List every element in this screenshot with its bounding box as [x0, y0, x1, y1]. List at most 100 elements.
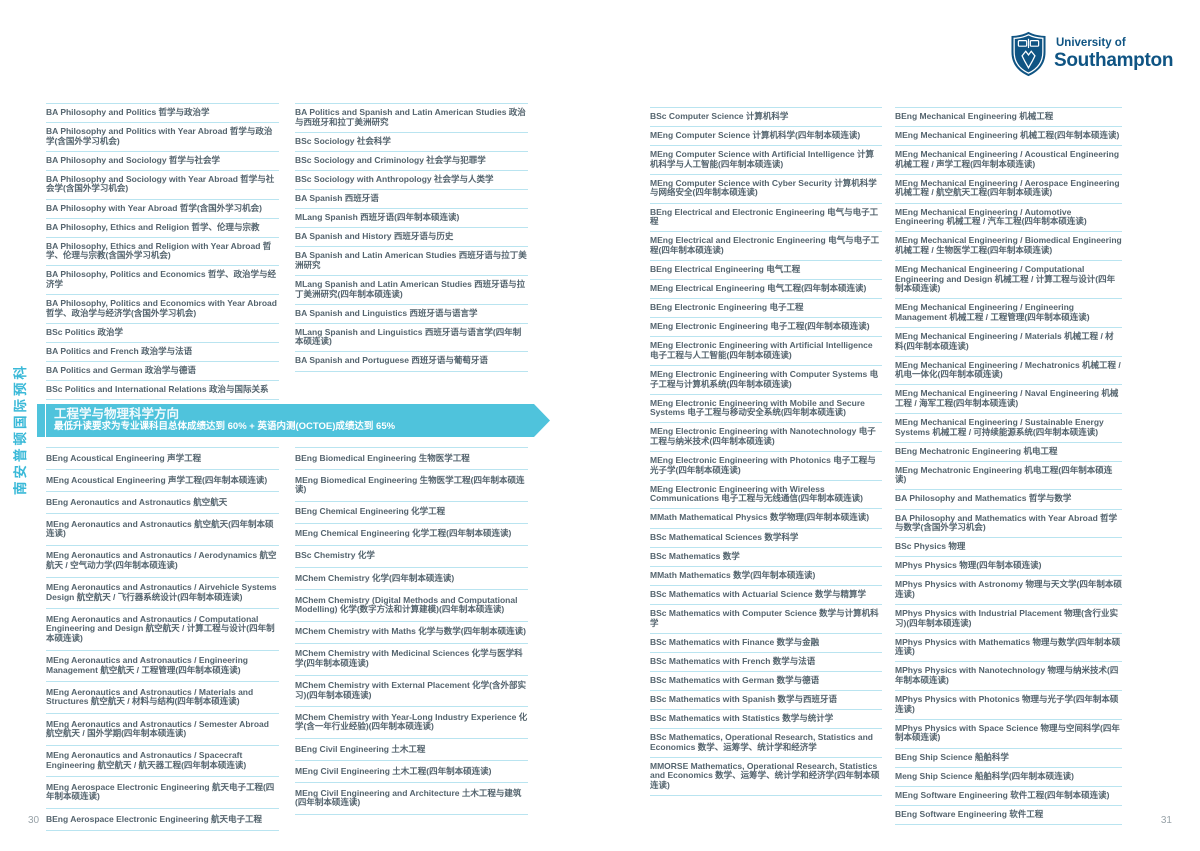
course-entry: BA Philosophy, Ethics and Religion with … — [46, 238, 279, 267]
course-entry: MLang Spanish and Latin American Studies… — [295, 276, 528, 305]
course-entry: Meng Ship Science 船舶科学(四年制本硕连读) — [895, 768, 1122, 787]
section-banner-subtitle: 最低升读要求为专业课科目总体成绩达到 60% + 英语内测(OCTOE)成绩达到… — [54, 421, 396, 432]
course-entry: MPhys Physics with Astronomy 物理与天文学(四年制本… — [895, 576, 1122, 606]
course-entry: MPhys Physics with Mathematics 物理与数学(四年制… — [895, 634, 1122, 663]
course-entry: MEng Software Engineering 软件工程(四年制本硕连读) — [895, 787, 1122, 806]
course-entry: BA Philosophy, Politics and Economics 哲学… — [46, 266, 279, 296]
course-entry: BEng Mechatronic Engineering 机电工程 — [895, 443, 1122, 462]
course-entry: BEng Software Engineering 软件工程 — [895, 806, 1122, 825]
course-entry: MEng Computer Science with Cyber Securit… — [650, 175, 882, 204]
course-entry: BA Spanish 西班牙语 — [295, 190, 528, 210]
course-entry: MEng Mechanical Engineering / Computatio… — [895, 261, 1122, 300]
course-entry: MChem Chemistry (Digital Methods and Com… — [295, 590, 528, 622]
course-entry: MEng Mechanical Engineering / Acoustical… — [895, 146, 1122, 175]
course-entry: MEng Aeronautics and Astronautics / Mate… — [46, 682, 279, 714]
course-entry: BA Politics and French 政治学与法语 — [46, 343, 279, 362]
course-column-humanities-2: BA Politics and Spanish and Latin Americ… — [295, 103, 528, 372]
course-entry: MEng Mechanical Engineering 机械工程(四年制本硕连读… — [895, 127, 1122, 147]
course-column-engineering-1: BEng Acoustical Engineering 声学工程 MEng Aco… — [46, 447, 279, 832]
course-entry: MPhys Physics with Space Science 物理与空间科学… — [895, 720, 1122, 749]
course-entry: BSc Mathematics with Computer Science 数学… — [650, 605, 882, 634]
course-entry: MChem Chemistry 化学(四年制本硕连读) — [295, 568, 528, 591]
course-entry: MEng Aerospace Electronic Engineering 航天… — [46, 777, 279, 810]
course-entry: MChem Chemistry with Maths 化学与数学(四年制本硕连读… — [295, 622, 528, 644]
course-entry: BSc Mathematics 数学 — [650, 548, 882, 567]
course-entry: MEng Electronic Engineering with Artific… — [650, 337, 882, 366]
course-entry: MEng Mechatronic Engineering 机电工程(四年制本硕连… — [895, 462, 1122, 491]
course-entry: BSc Mathematics with Finance 数学与金融 — [650, 634, 882, 653]
course-entry: BA Spanish and Latin American Studies 西班… — [295, 247, 528, 276]
course-entry: BSc Mathematics with French 数学与法语 — [650, 653, 882, 672]
course-entry: BA Politics and German 政治学与德语 — [46, 362, 279, 382]
course-entry: MEng Chemical Engineering 化学工程(四年制本硕连读) — [295, 524, 528, 546]
section-banner: 工程学与物理科学方向 最低升读要求为专业课科目总体成绩达到 60% + 英语内测… — [46, 404, 550, 437]
course-entry: MChem Chemistry with External Placement … — [295, 676, 528, 708]
course-entry: MEng Mechanical Engineering / Mechatroni… — [895, 357, 1122, 386]
course-entry: BSc Mathematics with Statistics 数学与统计学 — [650, 710, 882, 730]
course-entry: BEng Aeronautics and Astronautics 航空航天 — [46, 492, 279, 515]
course-entry: MLang Spanish 西班牙语(四年制本硕连读) — [295, 209, 528, 229]
course-entry: BSc Sociology 社会科学 — [295, 133, 528, 152]
course-entry: MMath Mathematical Physics 数学物理(四年制本硕连读) — [650, 509, 882, 529]
course-entry: MPhys Physics with Industrial Placement … — [895, 605, 1122, 634]
course-entry: BA Spanish and Linguistics 西班牙语与语言学 — [295, 305, 528, 324]
course-entry: MEng Mechanical Engineering / Aerospace … — [895, 175, 1122, 204]
section-banner-title: 工程学与物理科学方向 — [54, 407, 180, 421]
course-entry: MEng Aeronautics and Astronautics / Seme… — [46, 714, 279, 746]
course-entry: BA Philosophy and Sociology with Year Ab… — [46, 171, 279, 200]
course-entry: BEng Mechanical Engineering 机械工程 — [895, 108, 1122, 128]
course-entry: MEng Electronic Engineering with Compute… — [650, 366, 882, 395]
course-entry: BSc Mathematics with German 数学与德语 — [650, 672, 882, 691]
course-entry: BA Philosophy with Year Abroad 哲学(含国外学习机… — [46, 200, 279, 219]
course-entry: MEng Civil Engineering and Architecture … — [295, 783, 528, 815]
course-entry: MEng Mechanical Engineering / Biomedical… — [895, 232, 1122, 261]
sidebar-vertical-label-text: 南安普顿国际预科 — [13, 363, 28, 495]
course-entry: MPhys Physics with Nanotechnology 物理与纳米技… — [895, 662, 1122, 692]
course-entry: MEng Aeronautics and Astronautics / Aero… — [46, 546, 279, 578]
course-column-humanities-1: BA Philosophy and Politics 哲学与政治学 BA Phil… — [46, 103, 279, 401]
course-entry: MEng Computer Science with Artificial In… — [650, 146, 882, 175]
course-column-right-1: BSc Computer Science 计算机科学 MEng Computer … — [650, 107, 882, 797]
course-entry: BA Philosophy and Politics 哲学与政治学 — [46, 104, 279, 124]
page-number-right: 31 — [1160, 815, 1172, 826]
course-entry: BSc Chemistry 化学 — [295, 546, 528, 569]
course-entry: MPhys Physics 物理(四年制本硕连读) — [895, 557, 1122, 577]
course-entry: BSc Mathematics with Actuarial Science 数… — [650, 586, 882, 605]
course-entry: BEng Electrical and Electronic Engineeri… — [650, 204, 882, 233]
course-entry: BEng Electronic Engineering 电子工程 — [650, 299, 882, 319]
page-number-left: 30 — [28, 815, 40, 826]
course-entry: MEng Aeronautics and Astronautics / Comp… — [46, 609, 279, 651]
course-entry: BA Spanish and Portuguese 西班牙语与葡萄牙语 — [295, 352, 528, 372]
course-entry: MEng Aeronautics and Astronautics / Engi… — [46, 651, 279, 683]
course-entry: MPhys Physics with Photonics 物理与光子学(四年制本… — [895, 691, 1122, 720]
course-entry: BA Philosophy, Politics and Economics wi… — [46, 295, 279, 324]
sidebar-vertical-label: 南安普顿国际预科 — [9, 363, 31, 495]
course-entry: MEng Civil Engineering 土木工程(四年制本硕连读) — [295, 761, 528, 784]
course-entry: BSc Politics and International Relations… — [46, 381, 279, 401]
course-entry: MChem Chemistry with Medicinal Sciences … — [295, 644, 528, 676]
course-entry: BEng Civil Engineering 土木工程 — [295, 739, 528, 762]
university-logo-wordmark: University of Southampton — [1054, 37, 1174, 72]
course-entry: MEng Acoustical Engineering 声学工程(四年制本硕连读… — [46, 470, 279, 493]
sidebar-accent-tab — [37, 404, 45, 437]
course-entry: MEng Electronic Engineering with Photoni… — [650, 452, 882, 481]
course-entry: BA Philosophy and Politics with Year Abr… — [46, 123, 279, 152]
course-entry: MEng Electronic Engineering with Mobile … — [650, 395, 882, 424]
course-entry: BA Philosophy and Mathematics with Year … — [895, 510, 1122, 539]
course-entry: MEng Electronic Engineering with Nanotec… — [650, 423, 882, 453]
logo-line-southampton: Southampton — [1054, 50, 1174, 72]
course-entry: BSc Sociology and Criminology 社会学与犯罪学 — [295, 152, 528, 171]
course-entry: MEng Mechanical Engineering / Naval Engi… — [895, 385, 1122, 414]
course-entry: MLang Spanish and Linguistics 西班牙语与语言学(四… — [295, 324, 528, 353]
course-entry: MEng Mechanical Engineering / Engineerin… — [895, 299, 1122, 328]
course-entry: BA Politics and Spanish and Latin Americ… — [295, 104, 528, 133]
course-entry: BSc Mathematics, Operational Research, S… — [650, 729, 882, 758]
course-entry: BEng Ship Science 船舶科学 — [895, 749, 1122, 768]
course-entry: BSc Mathematics with Spanish 数学与西班牙语 — [650, 691, 882, 710]
course-entry: BA Philosophy, Ethics and Religion 哲学、伦理… — [46, 219, 279, 238]
university-logo: University of Southampton — [1010, 31, 1173, 77]
course-entry: MEng Biomedical Engineering 生物医学工程(四年制本硕… — [295, 470, 528, 502]
course-column-right-2: BEng Mechanical Engineering 机械工程 MEng Mec… — [895, 107, 1122, 825]
course-entry: MEng Electronic Engineering 电子工程(四年制本硕连读… — [650, 318, 882, 338]
